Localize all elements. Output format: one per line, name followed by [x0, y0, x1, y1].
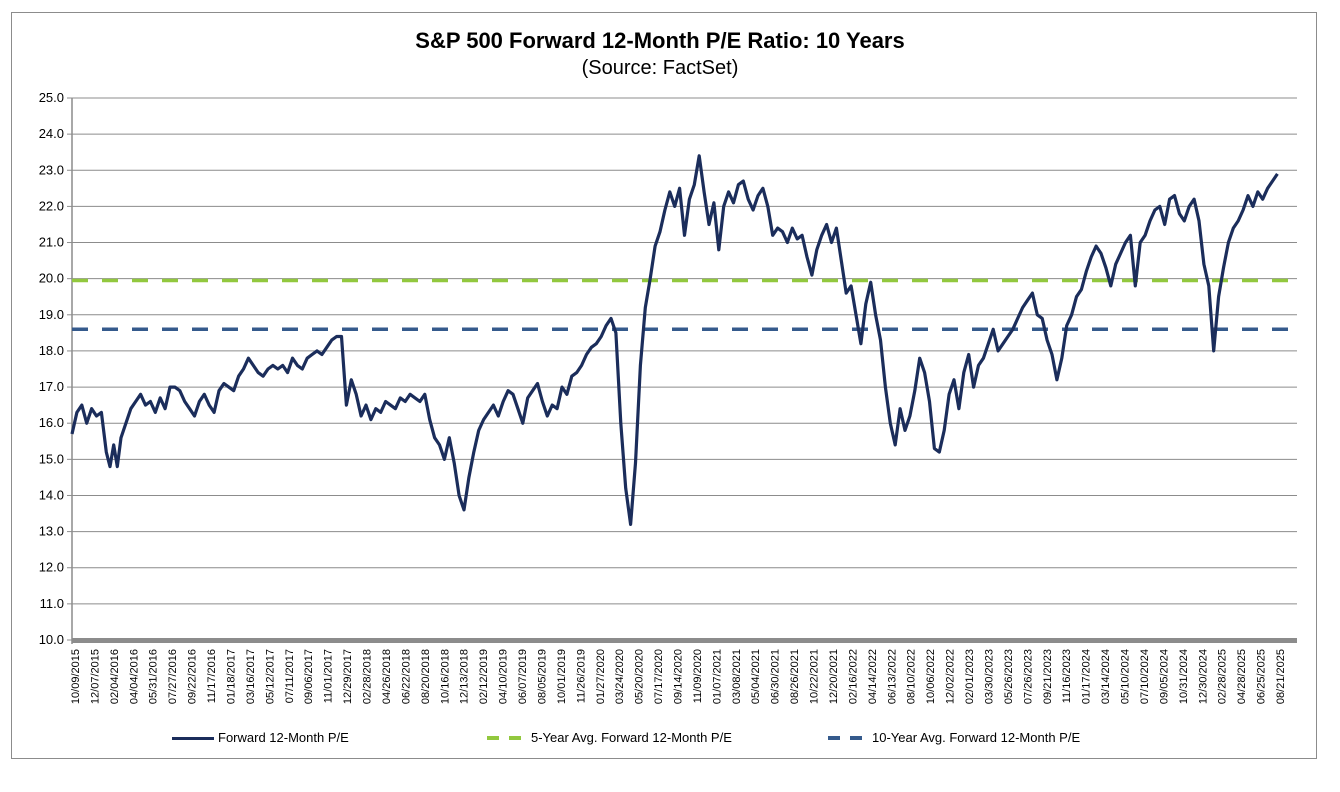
x-tick-label: 04/04/2016 [128, 649, 140, 704]
legend-label: Forward 12-Month P/E [218, 730, 349, 745]
y-tick-label: 19.0 [39, 307, 64, 322]
x-tick-label: 06/25/2025 [1256, 649, 1268, 704]
y-tick-label: 10.0 [39, 632, 64, 647]
x-tick-label: 06/30/2021 [770, 649, 782, 704]
x-tick-label: 04/26/2018 [381, 649, 393, 704]
x-tick-label: 12/02/2022 [945, 649, 957, 704]
x-tick-label: 01/07/2021 [711, 649, 723, 704]
x-tick-label: 08/20/2018 [420, 649, 432, 704]
y-tick-label: 13.0 [39, 524, 64, 539]
x-tick-label: 12/20/2021 [828, 649, 840, 704]
x-tick-label: 02/01/2023 [964, 649, 976, 704]
x-tick-label: 04/28/2025 [1236, 649, 1248, 704]
x-tick-label: 10/06/2022 [925, 649, 937, 704]
x-tick-label: 03/08/2021 [731, 649, 743, 704]
x-tick-label: 09/06/2017 [303, 649, 315, 704]
y-tick-label: 23.0 [39, 162, 64, 177]
x-tick-label: 05/31/2016 [148, 649, 160, 704]
y-tick-label: 16.0 [39, 415, 64, 430]
x-tick-label: 04/10/2019 [498, 649, 510, 704]
legend-item-forward-pe: Forward 12-Month P/E [172, 730, 349, 745]
legend-item-10yr-avg: 10-Year Avg. Forward 12-Month P/E [826, 730, 1080, 745]
legend-item-5yr-avg: 5-Year Avg. Forward 12-Month P/E [485, 730, 732, 745]
x-tick-label: 08/26/2021 [789, 649, 801, 704]
x-tick-label: 01/27/2020 [595, 649, 607, 704]
x-tick-label: 09/22/2016 [187, 649, 199, 704]
x-tick-label: 03/24/2020 [614, 649, 626, 704]
x-tick-label: 10/31/2024 [1178, 649, 1190, 704]
chart-subtitle: (Source: FactSet) [581, 57, 739, 79]
x-tick-label: 03/14/2024 [1100, 649, 1112, 704]
x-tick-label: 02/04/2016 [109, 649, 121, 704]
x-tick-label: 02/16/2022 [847, 649, 859, 704]
y-tick-label: 12.0 [39, 560, 64, 575]
x-tick-label: 07/26/2023 [1022, 649, 1034, 704]
x-tick-label: 10/01/2019 [556, 649, 568, 704]
x-tick-label: 05/04/2021 [750, 649, 762, 704]
x-tick-label: 10/22/2021 [809, 649, 821, 704]
x-tick-label: 04/14/2022 [867, 649, 879, 704]
y-tick-label: 22.0 [39, 198, 64, 213]
x-tick-label: 10/16/2018 [439, 649, 451, 704]
x-tick-label: 06/22/2018 [400, 649, 412, 704]
x-tick-label: 07/11/2017 [284, 649, 296, 703]
x-tick-label: 05/20/2020 [634, 649, 646, 704]
legend-swatch-dashed-green [485, 731, 527, 745]
y-tick-label: 18.0 [39, 343, 64, 358]
y-tick-label: 20.0 [39, 271, 64, 286]
y-tick-label: 15.0 [39, 451, 64, 466]
x-tick-label: 08/21/2025 [1275, 649, 1287, 704]
x-tick-label: 05/10/2024 [1120, 649, 1132, 704]
y-tick-label: 17.0 [39, 379, 64, 394]
x-tick-label: 12/07/2015 [89, 649, 101, 704]
x-tick-label: 07/27/2016 [167, 649, 179, 704]
x-tick-label: 03/30/2023 [983, 649, 995, 704]
x-tick-label: 05/12/2017 [264, 649, 276, 704]
forward-pe-line [70, 154, 1279, 527]
x-axis-line [72, 638, 1297, 643]
y-tick-label: 21.0 [39, 235, 64, 250]
y-tick-label: 25.0 [39, 90, 64, 105]
x-tick-label: 01/18/2017 [225, 649, 237, 704]
x-tick-label: 06/13/2022 [886, 649, 898, 704]
y-tick-label: 14.0 [39, 487, 64, 502]
x-tick-label: 02/12/2019 [478, 649, 490, 704]
x-tick-label: 06/07/2019 [517, 649, 529, 704]
x-tick-label: 11/17/2016 [206, 649, 218, 703]
x-tick-label: 11/09/2020 [692, 649, 704, 703]
legend-swatch-solid [172, 731, 214, 745]
chart-title: S&P 500 Forward 12-Month P/E Ratio: 10 Y… [415, 28, 905, 53]
y-tick-label: 24.0 [39, 126, 64, 141]
x-tick-label: 02/28/2018 [362, 649, 374, 704]
legend-label: 10-Year Avg. Forward 12-Month P/E [872, 730, 1081, 745]
x-tick-label: 09/21/2023 [1042, 649, 1054, 704]
x-tick-label: 03/16/2017 [245, 649, 257, 704]
x-tick-label: 07/10/2024 [1139, 649, 1151, 704]
x-tick-label: 11/26/2019 [575, 649, 587, 703]
x-tick-label: 12/30/2024 [1197, 649, 1209, 704]
x-tick-label: 12/13/2018 [459, 649, 471, 704]
x-tick-label: 01/17/2024 [1081, 649, 1093, 704]
legend-label: 5-Year Avg. Forward 12-Month P/E [531, 730, 732, 745]
x-tick-label: 07/17/2020 [653, 649, 665, 704]
x-tick-label: 05/26/2023 [1003, 649, 1015, 704]
y-tick-label: 11.0 [40, 596, 64, 611]
x-tick-label: 11/16/2023 [1061, 649, 1073, 703]
x-tick-label: 02/28/2025 [1217, 649, 1229, 704]
x-tick-label: 08/05/2019 [536, 649, 548, 704]
x-tick-label: 10/09/2015 [70, 649, 82, 704]
x-tick-label: 09/05/2024 [1158, 649, 1170, 704]
x-tick-label: 11/01/2017 [323, 649, 335, 703]
legend-swatch-dashed-blue [826, 731, 868, 745]
x-tick-label: 08/10/2022 [906, 649, 918, 704]
x-tick-label: 12/29/2017 [342, 649, 354, 704]
x-tick-label: 09/14/2020 [673, 649, 685, 704]
